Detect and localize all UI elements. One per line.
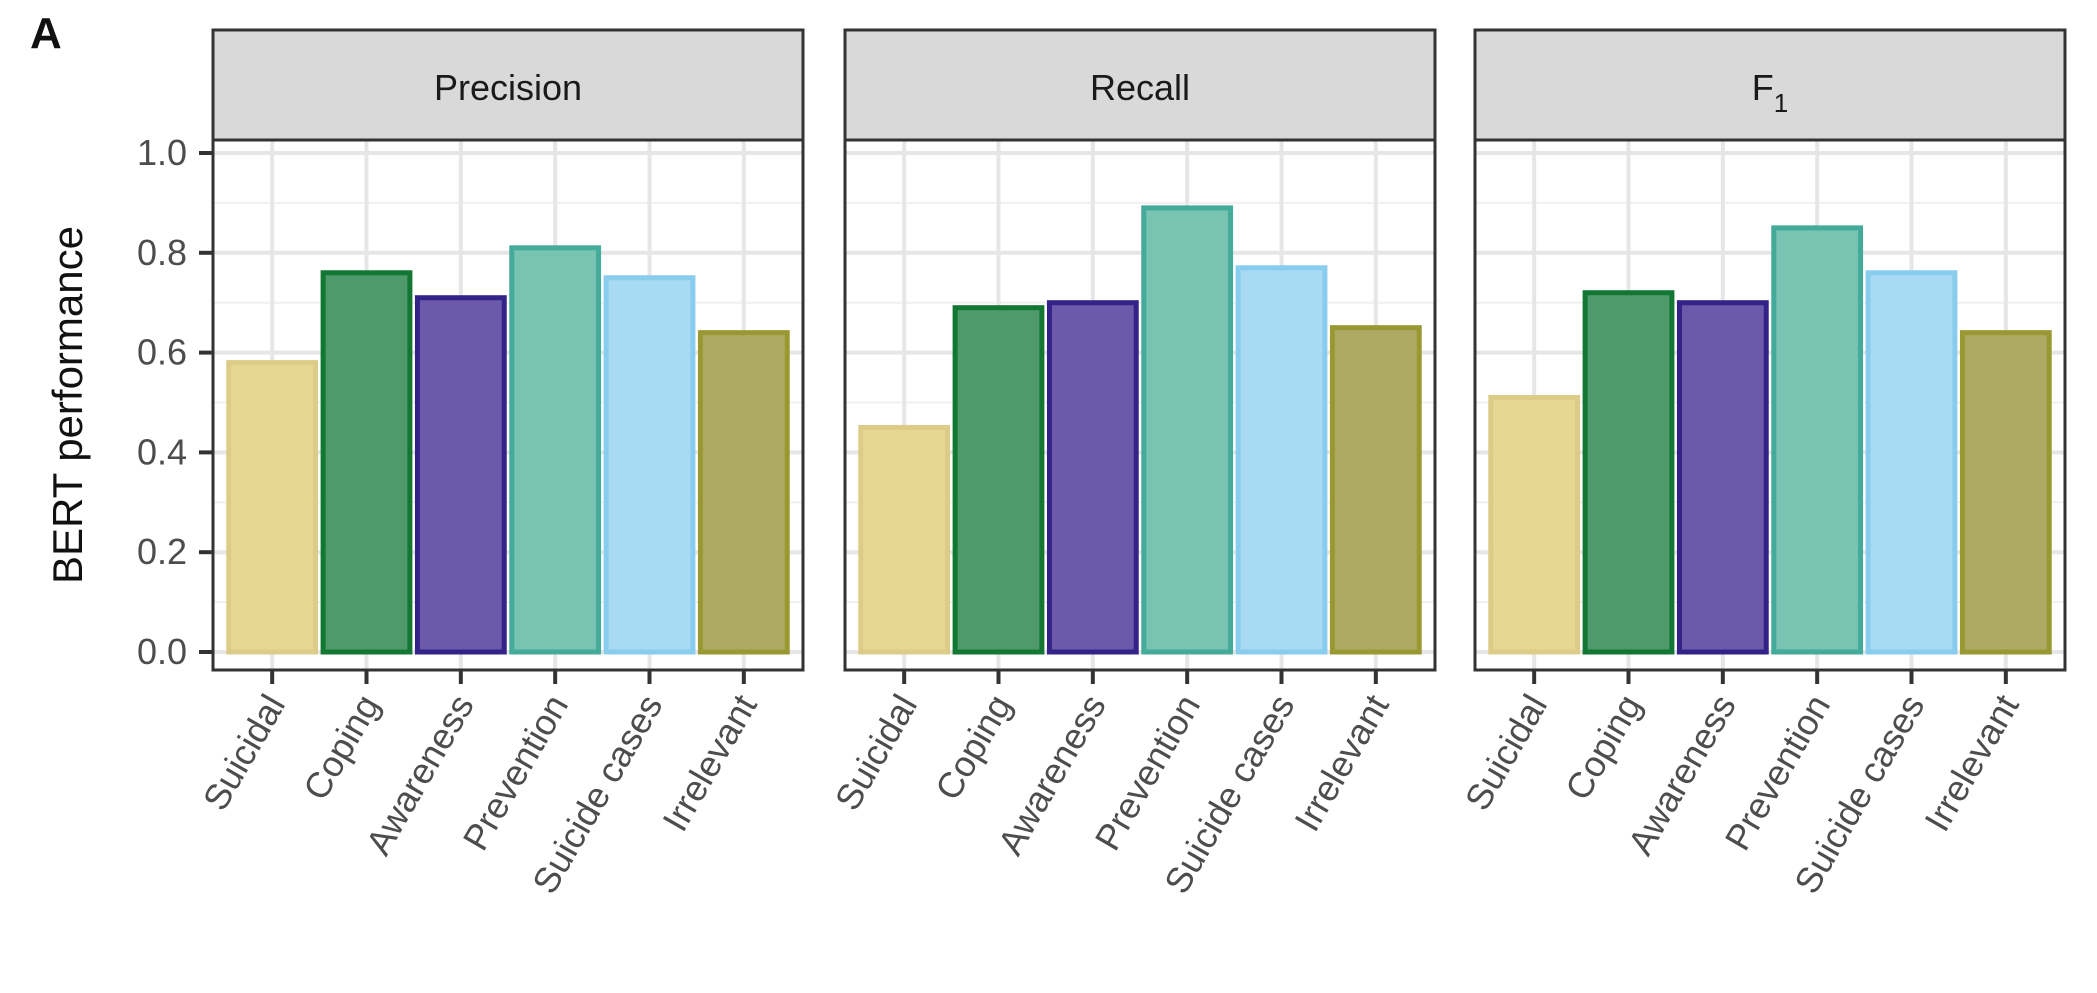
x-tick-label: Coping xyxy=(927,688,1020,807)
facet-title-subscript: 1 xyxy=(1774,88,1788,118)
bar-irrelevant xyxy=(697,330,790,655)
facet-strip xyxy=(1473,28,2067,142)
x-tick-label: Irrelevant xyxy=(654,688,765,838)
bar-irrelevant xyxy=(1959,330,2052,655)
bar-awareness xyxy=(1046,300,1139,655)
x-tick-label: Coping xyxy=(1557,688,1650,807)
bar-awareness xyxy=(1676,300,1769,655)
bar-suicidal xyxy=(858,424,951,655)
bar-coping xyxy=(320,270,413,655)
bar-coping xyxy=(952,305,1045,655)
bar-prevention xyxy=(509,245,602,655)
bar-suicide-cases xyxy=(1865,270,1958,655)
x-tick-label: Irrelevant xyxy=(1916,688,2027,838)
x-tick-label: Coping xyxy=(295,688,388,807)
x-tick-label: Suicidal xyxy=(827,688,926,818)
bar-suicidal xyxy=(1488,395,1581,655)
y-tick-label: 0.8 xyxy=(137,232,187,273)
bar-coping xyxy=(1582,290,1675,655)
bar-suicidal xyxy=(226,360,319,655)
facet-strip xyxy=(211,28,805,142)
y-tick-label: 1.0 xyxy=(137,132,187,173)
bar-awareness xyxy=(414,295,507,655)
bar-prevention xyxy=(1771,225,1864,655)
facet-strip xyxy=(843,28,1437,142)
bar-prevention xyxy=(1141,205,1234,655)
y-tick-label: 0.6 xyxy=(137,332,187,373)
bar-suicide-cases xyxy=(1235,265,1328,655)
bar-irrelevant xyxy=(1329,325,1422,655)
facet-title: Recall xyxy=(1090,67,1190,108)
x-tick-label: Irrelevant xyxy=(1286,688,1397,838)
y-tick-label: 0.4 xyxy=(137,431,187,472)
y-tick-label: 0.2 xyxy=(137,531,187,572)
y-axis-label: BERT performance xyxy=(44,226,91,584)
bar-suicide-cases xyxy=(603,275,696,655)
x-tick-label: Suicidal xyxy=(1457,688,1556,818)
x-tick-label: Suicidal xyxy=(195,688,294,818)
facet-title: Precision xyxy=(434,67,582,108)
panel-label: A xyxy=(30,9,62,58)
y-tick-label: 0.0 xyxy=(137,631,187,672)
y-axis: 0.0 0.2 0.4 0.6 0.8 1.0 xyxy=(137,132,213,672)
